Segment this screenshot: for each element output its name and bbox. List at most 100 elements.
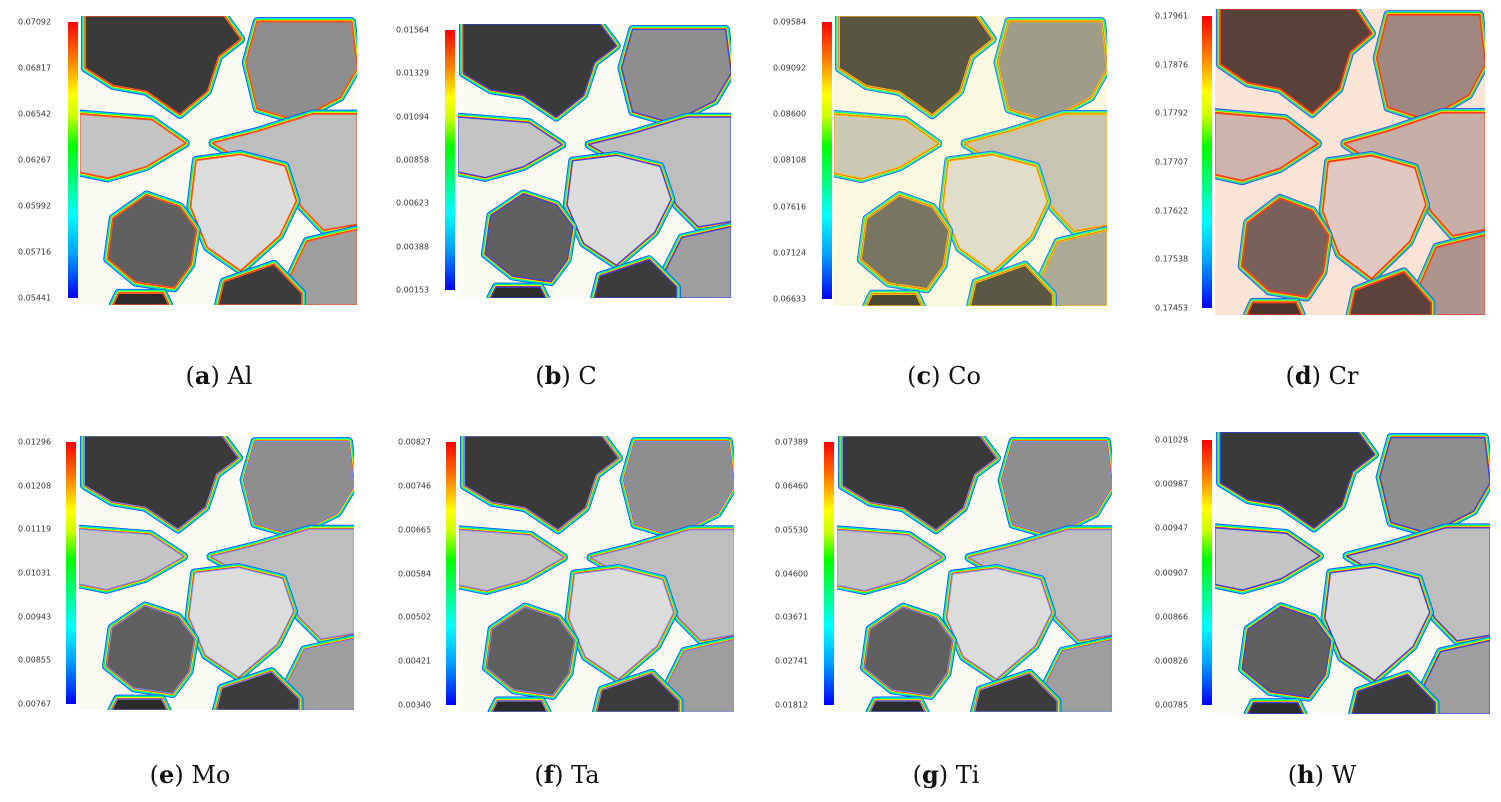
- grain: [491, 700, 548, 712]
- grain: [107, 194, 197, 289]
- grain: [1247, 702, 1304, 714]
- grain: [490, 286, 546, 298]
- grain: [217, 263, 303, 305]
- microstructure-svg: [459, 436, 734, 712]
- colorbar-tick: 0.00866: [1155, 612, 1189, 622]
- contour-map: [837, 436, 1112, 712]
- caption: (f) Ta: [534, 760, 600, 789]
- grain: [188, 566, 295, 678]
- caption-element: Mo: [191, 761, 231, 789]
- colorbar-tick: 0.00826: [1155, 656, 1189, 666]
- grain: [997, 21, 1107, 122]
- caption-element: Al: [227, 362, 253, 390]
- caption-letter: d: [1294, 361, 1312, 390]
- grain: [1324, 566, 1431, 681]
- colorbar-tick: 0.06817: [18, 63, 52, 73]
- grain: [458, 116, 563, 179]
- grain: [1215, 112, 1319, 181]
- colorbar: [1202, 16, 1212, 308]
- colorbar-tick: 0.07616: [773, 202, 807, 212]
- colorbar-tick: 0.00153: [396, 285, 430, 295]
- caption: (a) Al: [185, 361, 253, 390]
- colorbar-tick: 0.05441: [18, 293, 52, 303]
- colorbar-tick: 0.01031: [18, 568, 52, 578]
- colorbar: [824, 442, 834, 705]
- colorbar-tick: 0.01094: [396, 112, 430, 122]
- grain: [623, 440, 734, 536]
- caption-element: Ti: [955, 761, 980, 789]
- microstructure-svg: [80, 16, 357, 305]
- grain: [946, 567, 1053, 680]
- colorbar-tick: 0.07092: [18, 17, 52, 27]
- grain: [860, 195, 950, 290]
- colorbar-tick: 0.00907: [1155, 568, 1189, 578]
- grain: [84, 16, 242, 115]
- grain: [664, 226, 731, 298]
- colorbar-tick: 0.17453: [1155, 303, 1189, 313]
- caption: (c) Co: [907, 361, 981, 390]
- colorbar-tick: 0.00947: [1155, 523, 1189, 533]
- caption-letter: g: [921, 760, 939, 789]
- colorbar-tick: 0.06267: [18, 155, 52, 165]
- grain: [942, 154, 1048, 272]
- colorbar-tick: 0.17961: [1155, 11, 1189, 21]
- grain: [863, 606, 954, 697]
- colorbar-tick: 0.00623: [396, 198, 430, 208]
- caption-letter: e: [159, 760, 175, 789]
- caption-element: Co: [948, 362, 981, 390]
- colorbar-tick: 0.17792: [1155, 108, 1189, 118]
- grain: [866, 293, 922, 306]
- contour-map: [459, 436, 734, 712]
- colorbar-tick: 0.04600: [775, 569, 809, 579]
- colorbar-tick: 0.01028: [1155, 435, 1189, 445]
- colorbar-tick: 0.17707: [1155, 157, 1189, 167]
- grain: [1215, 527, 1321, 591]
- colorbar-tick: 0.06633: [773, 294, 807, 304]
- grain: [869, 700, 926, 712]
- grain: [1423, 640, 1490, 714]
- colorbar-tick: 0.01296: [18, 437, 52, 447]
- colorbar-tick: 0.05530: [775, 525, 809, 535]
- colorbar-tick: 0.00767: [18, 699, 52, 709]
- contour-map: [79, 436, 354, 710]
- grain: [1246, 302, 1303, 315]
- colorbar-tick: 0.00987: [1155, 479, 1189, 489]
- grain: [79, 528, 185, 591]
- grain: [1219, 9, 1373, 114]
- grain: [1376, 14, 1485, 120]
- grain: [462, 24, 618, 118]
- colorbar-tick: 0.00340: [398, 700, 432, 710]
- grain: [1379, 437, 1490, 535]
- grain: [112, 292, 170, 305]
- grain: [484, 193, 574, 283]
- caption: (g) Ti: [912, 760, 980, 789]
- microstructure-svg: [458, 24, 731, 298]
- grain: [289, 229, 357, 305]
- grain: [837, 529, 943, 592]
- caption-letter: b: [544, 361, 562, 390]
- microstructure-svg: [1215, 432, 1490, 714]
- grain: [1349, 271, 1432, 315]
- colorbar-tick: 0.00827: [398, 437, 432, 447]
- contour-map: [834, 16, 1107, 306]
- grain: [1241, 198, 1329, 298]
- grain: [834, 114, 939, 179]
- grain: [463, 436, 620, 531]
- microstructure-svg: [79, 436, 354, 710]
- microstructure-svg: [837, 436, 1112, 712]
- microstructure-svg: [834, 16, 1107, 306]
- colorbar-tick: 0.00665: [398, 525, 432, 535]
- colorbar: [446, 442, 456, 705]
- colorbar: [1202, 440, 1212, 705]
- grain: [459, 529, 565, 592]
- grain: [80, 113, 187, 179]
- colorbar-tick: 0.01119: [18, 524, 52, 534]
- grain: [568, 567, 675, 680]
- colorbar: [822, 22, 832, 299]
- caption-letter: h: [1297, 760, 1315, 789]
- grain: [969, 264, 1053, 306]
- contour-map: [1215, 9, 1485, 315]
- contour-map: [458, 24, 731, 298]
- microstructure-svg: [1215, 9, 1485, 315]
- caption-letter: c: [916, 361, 932, 390]
